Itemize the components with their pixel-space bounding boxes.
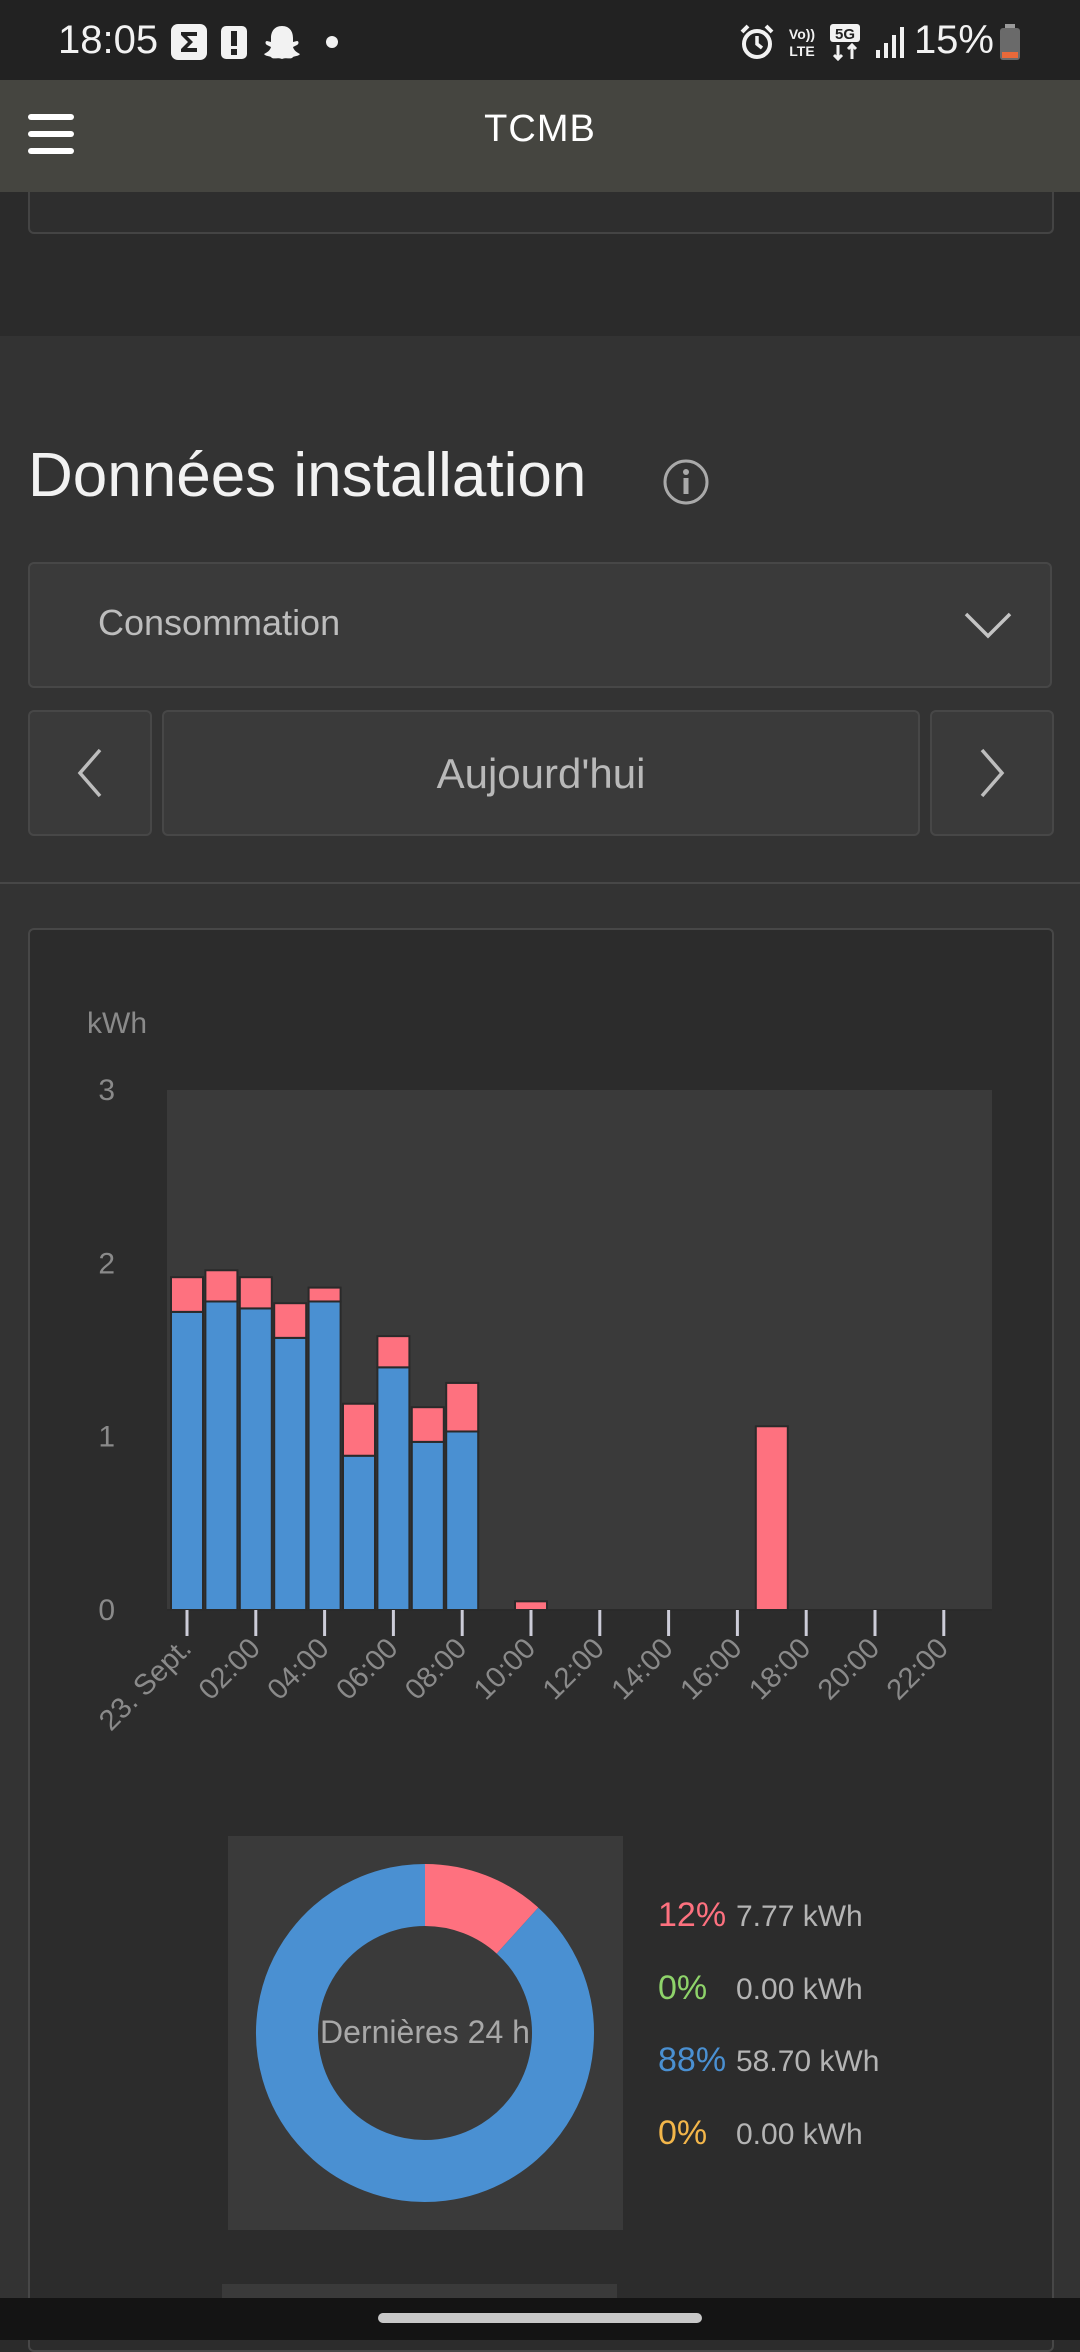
dot-icon bbox=[324, 22, 340, 62]
y-tick-label: 2 bbox=[98, 1247, 115, 1280]
signal-icon bbox=[874, 22, 904, 62]
legend-value: 0.00 kWh bbox=[736, 1973, 863, 2006]
chevron-down-icon bbox=[964, 602, 1012, 655]
svg-text:Vo)): Vo)) bbox=[789, 26, 815, 42]
legend-percent: 0% bbox=[658, 2114, 708, 2152]
consumption-donut-chart: Dernières 24 h bbox=[256, 1864, 594, 2202]
bar-segment[interactable] bbox=[376, 1335, 411, 1369]
5g-icon: 5G bbox=[828, 22, 864, 62]
x-tick-label: 18:00 bbox=[743, 1632, 817, 1706]
x-tick-label: 23. Sept. bbox=[93, 1632, 198, 1737]
volte-icon: Vo)) LTE bbox=[784, 22, 820, 62]
chevron-right-icon bbox=[980, 748, 1005, 798]
bar-segment[interactable] bbox=[307, 1300, 342, 1611]
donut-center-label: Dernières 24 h bbox=[320, 2014, 530, 2050]
donut-panel: Dernières 24 h bbox=[228, 1836, 623, 2230]
divider bbox=[0, 882, 1080, 884]
legend-percent: 88% bbox=[658, 2041, 727, 2079]
x-tick-label: 22:00 bbox=[881, 1632, 955, 1706]
x-tick-label: 12:00 bbox=[537, 1632, 611, 1706]
bar-segment[interactable] bbox=[376, 1366, 411, 1612]
section-title: Données installation bbox=[28, 441, 587, 510]
legend-value: 58.70 kWh bbox=[736, 2045, 880, 2078]
bar-segment[interactable] bbox=[410, 1440, 445, 1612]
battery-percent: 15% bbox=[913, 18, 994, 62]
sigma-icon bbox=[170, 22, 208, 62]
bar-segment[interactable] bbox=[445, 1430, 480, 1612]
x-tick-label: 16:00 bbox=[674, 1632, 748, 1706]
y-tick-label: 3 bbox=[98, 1074, 115, 1107]
app-title: TCMB bbox=[484, 108, 596, 150]
bar-segment[interactable] bbox=[445, 1381, 480, 1433]
battery-icon bbox=[996, 22, 1024, 62]
bar-segment[interactable] bbox=[307, 1286, 342, 1303]
y-tick-label: 0 bbox=[98, 1594, 115, 1627]
snapchat-icon bbox=[262, 22, 302, 62]
period-button[interactable]: Aujourd'hui bbox=[162, 710, 920, 836]
y-axis-label: kWh bbox=[87, 1007, 147, 1040]
legend-item: 88% 58.70 kWh bbox=[658, 2041, 958, 2089]
x-tick-label: 06:00 bbox=[330, 1632, 404, 1706]
bar-segment[interactable] bbox=[204, 1300, 239, 1611]
info-icon[interactable] bbox=[662, 458, 710, 511]
select-value: Consommation bbox=[98, 602, 341, 643]
svg-text:5G: 5G bbox=[835, 26, 855, 43]
alarm-icon bbox=[738, 22, 776, 62]
bar-segment[interactable] bbox=[514, 1600, 548, 1612]
consumption-bar-chart: kWh 0 1 2 3 23. Sept.02:0004:0006:0008:0010… bbox=[87, 1007, 992, 1737]
legend-value: 7.77 kWh bbox=[736, 1900, 863, 1933]
x-tick-label: 10:00 bbox=[468, 1632, 542, 1706]
legend-item: 0% 0.00 kWh bbox=[658, 1969, 958, 2017]
x-tick-label: 14:00 bbox=[606, 1632, 680, 1706]
x-tick-label: 02:00 bbox=[193, 1632, 267, 1706]
bar-segment[interactable] bbox=[204, 1269, 239, 1303]
data-type-select[interactable]: Consommation bbox=[28, 562, 1052, 688]
x-tick-label: 04:00 bbox=[262, 1632, 336, 1706]
bar-segment[interactable] bbox=[754, 1425, 789, 1612]
home-indicator[interactable] bbox=[378, 2313, 702, 2323]
bar-segment[interactable] bbox=[238, 1276, 273, 1310]
donut-slice[interactable] bbox=[424, 1864, 539, 1955]
y-tick-label: 1 bbox=[98, 1421, 115, 1454]
x-tick-label: 20:00 bbox=[812, 1632, 886, 1706]
legend-item: 12% 7.77 kWh bbox=[658, 1896, 958, 1944]
bar-segment[interactable] bbox=[170, 1276, 204, 1313]
bar-segment[interactable] bbox=[273, 1302, 308, 1339]
bar-segment[interactable] bbox=[170, 1310, 204, 1612]
period-label: Aujourd'hui bbox=[436, 750, 646, 797]
previous-card-bottom bbox=[28, 192, 1054, 234]
legend-percent: 12% bbox=[658, 1896, 727, 1934]
donut-slice[interactable] bbox=[256, 1864, 594, 2202]
status-time: 18:05 bbox=[58, 18, 159, 62]
legend-value: 0.00 kWh bbox=[736, 2118, 863, 2151]
bar-segment[interactable] bbox=[342, 1402, 376, 1457]
bar-segment[interactable] bbox=[273, 1336, 308, 1612]
chevron-left-icon bbox=[77, 748, 102, 798]
app-bar: TCMB bbox=[0, 80, 1080, 192]
bar-segment[interactable] bbox=[238, 1307, 273, 1612]
previous-period-button[interactable] bbox=[28, 710, 152, 836]
bar-segment[interactable] bbox=[410, 1406, 445, 1443]
legend-percent: 0% bbox=[658, 1969, 708, 2007]
svg-text:LTE: LTE bbox=[789, 43, 814, 59]
status-bar: 18:05 Vo)) LTE 5G 15% bbox=[0, 0, 1080, 80]
alert-icon bbox=[220, 22, 248, 62]
x-tick-label: 08:00 bbox=[399, 1632, 473, 1706]
next-period-button[interactable] bbox=[930, 710, 1054, 836]
legend-item: 0% 0.00 kWh bbox=[658, 2114, 958, 2162]
bar-segment[interactable] bbox=[342, 1454, 376, 1611]
hamburger-menu-icon[interactable] bbox=[22, 106, 82, 166]
